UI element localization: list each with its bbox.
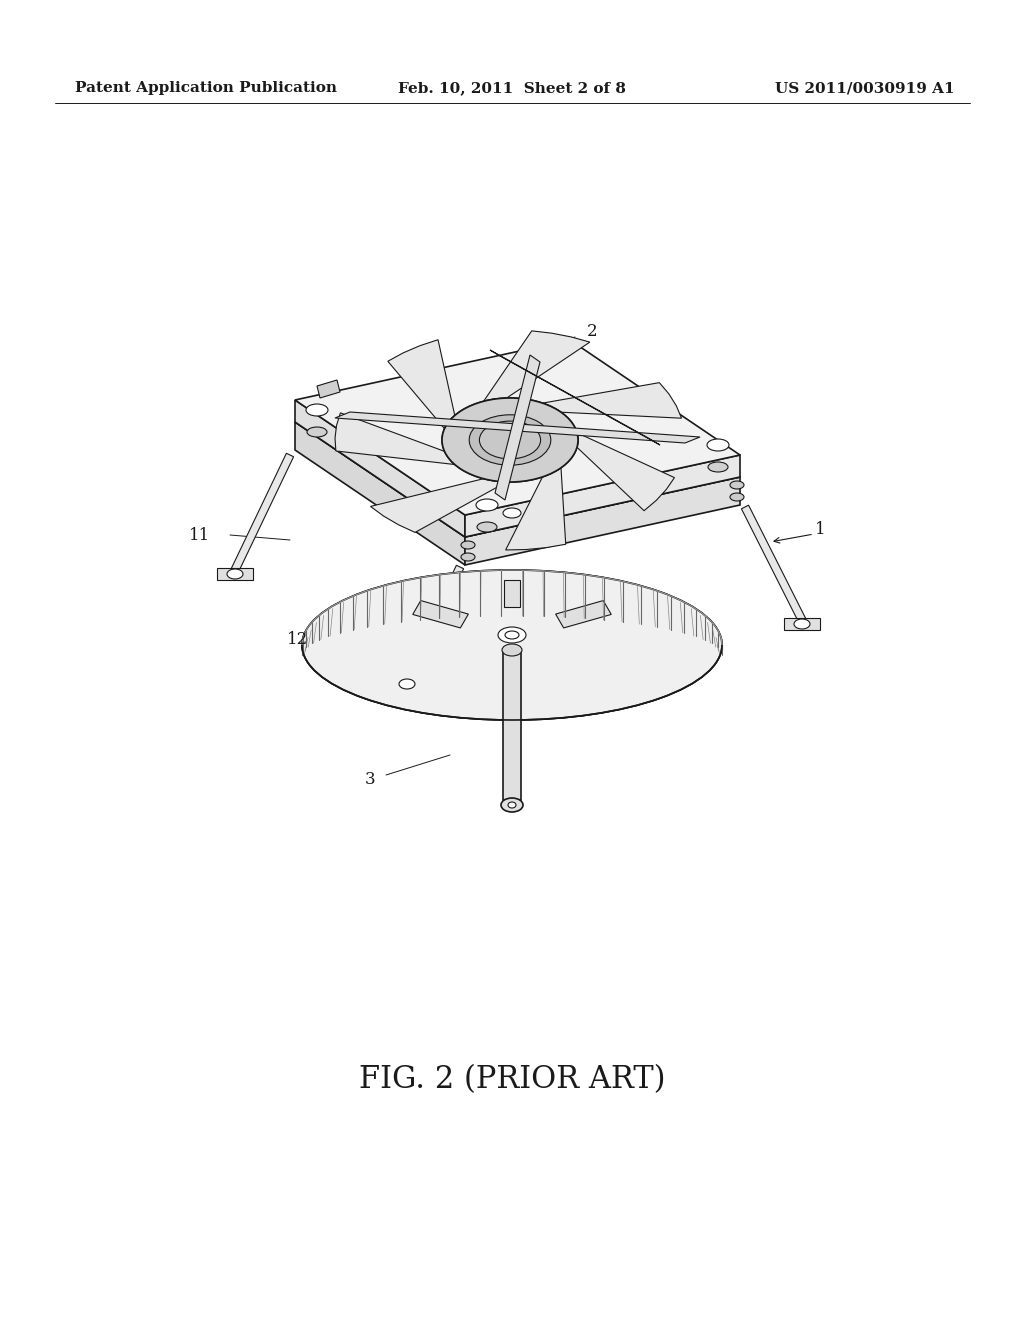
Polygon shape	[335, 413, 455, 465]
Ellipse shape	[442, 399, 578, 482]
Ellipse shape	[469, 414, 551, 465]
Ellipse shape	[707, 440, 729, 451]
Ellipse shape	[730, 492, 744, 502]
Ellipse shape	[302, 570, 722, 719]
Ellipse shape	[479, 421, 541, 459]
Polygon shape	[217, 568, 253, 579]
Ellipse shape	[505, 631, 519, 639]
Ellipse shape	[794, 619, 810, 630]
Polygon shape	[741, 506, 806, 622]
Polygon shape	[335, 412, 700, 444]
Polygon shape	[506, 467, 565, 550]
Polygon shape	[495, 355, 540, 500]
Polygon shape	[483, 331, 590, 401]
Text: 2: 2	[587, 323, 597, 341]
Polygon shape	[490, 350, 660, 445]
Text: 3: 3	[365, 771, 376, 788]
Ellipse shape	[538, 367, 558, 378]
Polygon shape	[371, 479, 507, 532]
Polygon shape	[413, 601, 468, 628]
Ellipse shape	[537, 345, 559, 356]
Polygon shape	[403, 565, 464, 681]
Polygon shape	[389, 678, 425, 690]
Ellipse shape	[498, 627, 526, 643]
Polygon shape	[295, 362, 740, 537]
Text: 11: 11	[189, 527, 211, 544]
Ellipse shape	[708, 462, 728, 473]
Ellipse shape	[302, 570, 722, 719]
Ellipse shape	[442, 399, 578, 482]
Polygon shape	[465, 477, 740, 565]
Polygon shape	[617, 508, 653, 520]
Ellipse shape	[306, 404, 328, 416]
Text: Patent Application Publication: Patent Application Publication	[75, 81, 337, 95]
Polygon shape	[556, 601, 611, 628]
Polygon shape	[571, 393, 639, 512]
Ellipse shape	[508, 803, 516, 808]
Text: FIG. 2 (PRIOR ART): FIG. 2 (PRIOR ART)	[358, 1064, 666, 1096]
Ellipse shape	[502, 644, 522, 656]
Polygon shape	[231, 453, 294, 572]
Ellipse shape	[730, 480, 744, 488]
Text: 1: 1	[815, 521, 825, 539]
Text: Feb. 10, 2011  Sheet 2 of 8: Feb. 10, 2011 Sheet 2 of 8	[398, 81, 626, 95]
Text: 12: 12	[288, 631, 308, 648]
Polygon shape	[295, 400, 465, 537]
Ellipse shape	[461, 541, 475, 549]
Polygon shape	[317, 380, 340, 399]
Ellipse shape	[477, 521, 497, 532]
Polygon shape	[465, 455, 740, 537]
Ellipse shape	[501, 799, 523, 812]
Polygon shape	[295, 422, 465, 565]
Ellipse shape	[307, 426, 327, 437]
Polygon shape	[784, 618, 820, 630]
Ellipse shape	[627, 510, 643, 519]
Ellipse shape	[399, 678, 415, 689]
Ellipse shape	[476, 499, 498, 511]
Polygon shape	[577, 433, 675, 511]
Ellipse shape	[227, 569, 243, 579]
Ellipse shape	[503, 508, 521, 517]
Polygon shape	[504, 579, 520, 607]
Text: US 2011/0030919 A1: US 2011/0030919 A1	[775, 81, 955, 95]
Ellipse shape	[461, 553, 475, 561]
Polygon shape	[543, 383, 682, 418]
Polygon shape	[295, 341, 740, 515]
Polygon shape	[388, 339, 455, 429]
Polygon shape	[503, 649, 521, 800]
